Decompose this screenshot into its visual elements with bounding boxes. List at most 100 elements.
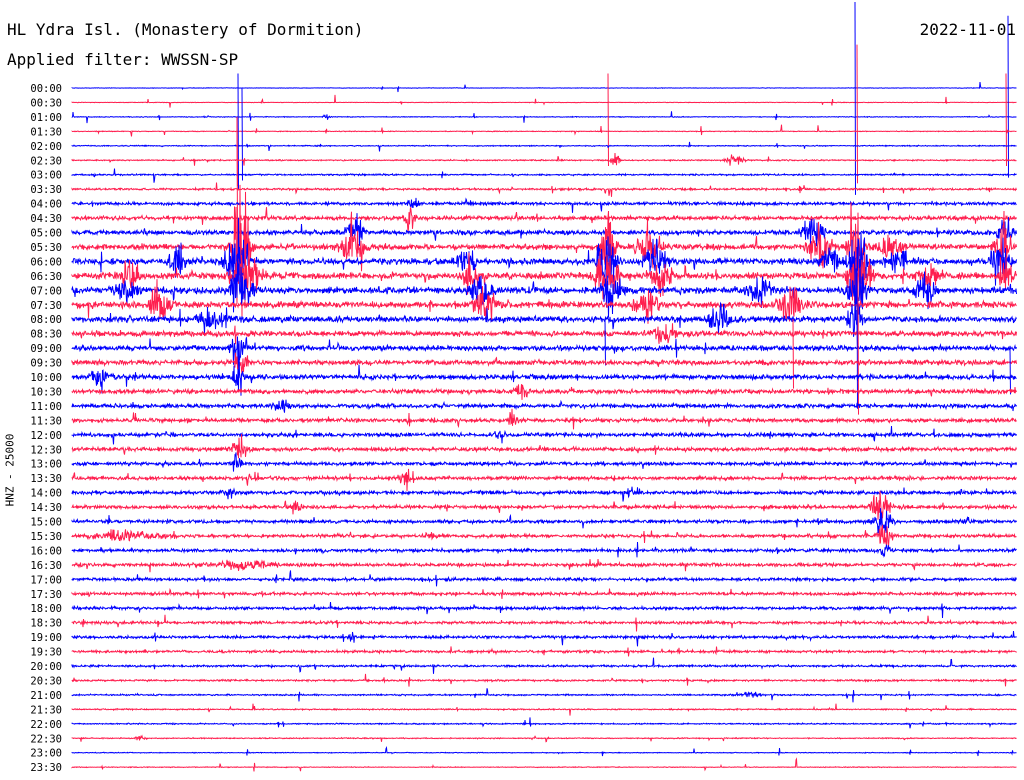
time-label: 01:30 (30, 126, 62, 138)
trace-line (71, 614, 1017, 632)
trace-line (71, 688, 1017, 703)
time-label: 00:00 (30, 83, 62, 95)
trace-line (71, 703, 1017, 716)
trace-line (71, 398, 1017, 413)
event-spike (856, 44, 858, 184)
time-label: 22:00 (30, 719, 62, 731)
trace-line (71, 468, 1017, 492)
event-spike (237, 73, 239, 190)
trace-line (71, 408, 1017, 430)
time-label: 06:30 (30, 271, 62, 283)
time-label: 04:00 (30, 199, 62, 211)
time-label: 22:30 (30, 733, 62, 745)
time-label: 19:30 (30, 647, 62, 659)
time-label: 21:30 (30, 704, 62, 716)
trace-line (71, 524, 1017, 547)
event-spike (241, 87, 243, 181)
trace-line (71, 301, 1017, 348)
time-label: 17:30 (30, 589, 62, 601)
time-label: 06:00 (30, 256, 62, 268)
filter-label: Applied filter: WWSSN-SP (7, 50, 239, 69)
event-spike (604, 319, 606, 366)
time-label: 16:00 (30, 545, 62, 557)
trace-line (71, 94, 1017, 108)
time-label: 07:00 (30, 285, 62, 297)
time-label: 01:00 (30, 112, 62, 124)
trace-line (71, 425, 1017, 445)
trace-line (71, 213, 1017, 247)
trace-line (71, 207, 1017, 234)
time-label: 08:30 (30, 329, 62, 341)
trace-line (71, 124, 1017, 137)
event-spike (854, 1, 856, 195)
time-label: 15:00 (30, 517, 62, 529)
time-label: 23:00 (30, 748, 62, 760)
time-label: 19:00 (30, 632, 62, 644)
time-label: 12:00 (30, 430, 62, 442)
time-label: 12:30 (30, 444, 62, 456)
trace-line (71, 141, 1017, 152)
time-label: 09:30 (30, 358, 62, 370)
trace-line (71, 570, 1017, 587)
time-label: 05:30 (30, 242, 62, 254)
trace-line (71, 434, 1017, 459)
time-label: 10:30 (30, 386, 62, 398)
trace-line (71, 238, 1017, 312)
trace-line (71, 657, 1017, 674)
trace-line (71, 486, 1017, 502)
trace-line (71, 253, 1017, 318)
time-label: 14:00 (30, 488, 62, 500)
trace-line (71, 746, 1017, 757)
trace-line (71, 646, 1017, 657)
trace-line (71, 673, 1017, 687)
time-label: 03:00 (30, 170, 62, 182)
time-label: 10:00 (30, 372, 62, 384)
trace-line (71, 490, 1017, 521)
trace-line (71, 717, 1017, 729)
station-title: HL Ydra Isl. (Monastery of Dormition) (7, 20, 364, 39)
time-label: 03:30 (30, 184, 62, 196)
trace-line (71, 541, 1017, 558)
event-spike (1007, 15, 1009, 178)
trace-line (71, 168, 1017, 183)
trace-line (71, 197, 1017, 213)
time-label: 15:30 (30, 531, 62, 543)
trace-line (71, 630, 1017, 647)
event-spike (1005, 73, 1007, 167)
time-label: 13:30 (30, 473, 62, 485)
trace-line (71, 452, 1017, 472)
time-label: 14:30 (30, 502, 62, 514)
time-label: 02:00 (30, 141, 62, 153)
time-label: 18:00 (30, 603, 62, 615)
time-label: 05:00 (30, 228, 62, 240)
trace-line (71, 111, 1017, 124)
time-label: 04:30 (30, 213, 62, 225)
trace-line (71, 508, 1017, 535)
event-spike (792, 319, 794, 389)
time-label: 07:30 (30, 300, 62, 312)
time-label: 02:30 (30, 155, 62, 167)
trace-line (71, 152, 1017, 166)
trace-line (71, 336, 1017, 369)
time-label: 21:00 (30, 690, 62, 702)
time-label: 18:30 (30, 618, 62, 630)
time-label: 16:30 (30, 560, 62, 572)
trace-line (71, 348, 1017, 396)
trace-line (71, 558, 1017, 573)
time-label: 00:30 (30, 97, 62, 109)
event-spike (856, 246, 858, 409)
trace-line (71, 757, 1017, 772)
trace-line (71, 352, 1017, 374)
date-label: 2022-11-01 (919, 20, 1016, 39)
trace-line (71, 734, 1017, 743)
trace-line (71, 587, 1017, 599)
time-label: 23:30 (30, 762, 62, 774)
trace-line (71, 82, 1017, 93)
time-label: 13:00 (30, 459, 62, 471)
time-label: 11:30 (30, 415, 62, 427)
trace-line (71, 384, 1017, 400)
time-label: 17:00 (30, 574, 62, 586)
time-label: 20:30 (30, 675, 62, 687)
trace-line (71, 323, 1017, 345)
